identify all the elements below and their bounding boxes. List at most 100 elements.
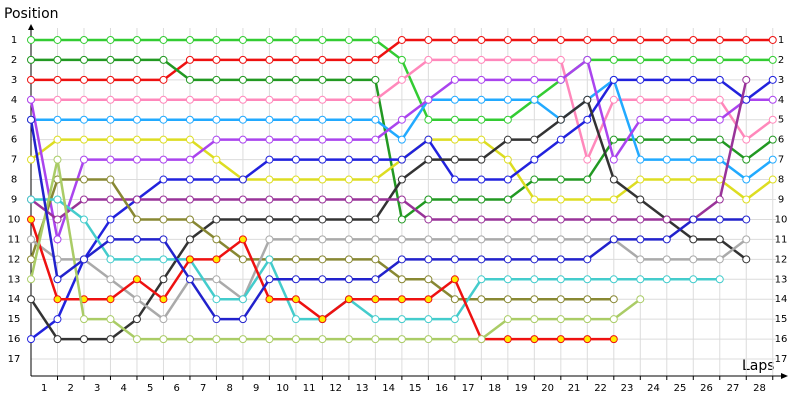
lap-marker <box>768 155 777 164</box>
y-tick-label-right: 8 <box>778 175 784 186</box>
lap-marker <box>583 235 592 244</box>
lap-marker <box>318 255 327 264</box>
lap-marker <box>689 75 698 84</box>
lap-marker <box>344 155 353 164</box>
lap-marker <box>715 155 724 164</box>
lap-marker <box>556 195 565 204</box>
lap-marker <box>477 215 486 224</box>
lap-marker <box>291 235 300 244</box>
series-line <box>30 238 748 321</box>
lap-marker <box>424 95 433 104</box>
lap-marker <box>742 135 751 144</box>
lap-marker <box>583 335 592 344</box>
lap-marker <box>185 175 194 184</box>
lap-marker <box>318 55 327 64</box>
lap-marker <box>689 155 698 164</box>
lap-marker <box>238 255 247 264</box>
y-tick-label-right: 15 <box>775 314 788 325</box>
lap-marker <box>742 175 751 184</box>
lap-marker <box>318 195 327 204</box>
lap-marker <box>159 195 168 204</box>
lap-marker <box>583 35 592 44</box>
lap-marker <box>291 275 300 284</box>
y-tick-label: 3 <box>11 75 17 86</box>
lap-marker <box>715 35 724 44</box>
lap-marker <box>79 195 88 204</box>
lap-marker <box>106 335 115 344</box>
lap-marker <box>636 195 645 204</box>
lap-marker <box>530 235 539 244</box>
lap-marker <box>132 255 141 264</box>
lap-marker <box>530 55 539 64</box>
lap-marker <box>159 335 168 344</box>
lap-marker <box>291 175 300 184</box>
x-arrow <box>781 373 788 379</box>
lap-marker <box>662 115 671 124</box>
lap-marker <box>371 335 380 344</box>
lap-marker <box>636 55 645 64</box>
lap-marker <box>318 175 327 184</box>
lap-marker <box>636 35 645 44</box>
lap-marker <box>583 295 592 304</box>
lap-marker <box>450 275 459 284</box>
y-tick-label-right: 14 <box>775 294 788 305</box>
x-axis-label: Laps <box>742 358 775 374</box>
lap-marker <box>344 55 353 64</box>
lap-marker <box>609 155 618 164</box>
y-tick-label: 6 <box>11 135 17 146</box>
lap-marker <box>609 75 618 84</box>
lap-marker <box>344 295 353 304</box>
lap-marker <box>477 235 486 244</box>
lap-marker <box>344 255 353 264</box>
y-tick-label-right: 10 <box>775 214 788 225</box>
lap-marker <box>742 215 751 224</box>
lap-marker <box>662 55 671 64</box>
lap-marker <box>185 75 194 84</box>
lap-marker <box>583 175 592 184</box>
lap-marker <box>53 275 62 284</box>
x-tick-label: 21 <box>568 383 581 394</box>
lap-marker <box>132 135 141 144</box>
lap-marker <box>132 115 141 124</box>
plot <box>27 35 777 344</box>
lap-marker <box>556 255 565 264</box>
lap-marker <box>715 115 724 124</box>
lap-marker <box>583 275 592 284</box>
lap-marker <box>27 115 35 124</box>
lap-marker <box>450 155 459 164</box>
lap-marker <box>185 115 194 124</box>
lap-marker <box>689 95 698 104</box>
lap-marker <box>397 255 406 264</box>
lap-marker <box>159 155 168 164</box>
lap-marker <box>662 75 671 84</box>
lap-marker <box>344 235 353 244</box>
lap-marker <box>132 315 141 324</box>
lap-marker <box>265 335 274 344</box>
lap-marker <box>397 235 406 244</box>
lap-marker <box>53 335 62 344</box>
lap-marker <box>344 135 353 144</box>
lap-marker <box>450 95 459 104</box>
lap-marker <box>79 315 88 324</box>
lap-marker <box>265 275 274 284</box>
lap-marker <box>53 95 62 104</box>
lap-marker <box>583 115 592 124</box>
y-tick-label: 4 <box>11 95 17 106</box>
lap-marker <box>424 115 433 124</box>
lap-marker <box>212 335 221 344</box>
lap-marker <box>503 235 512 244</box>
lap-marker <box>53 75 62 84</box>
lap-marker <box>689 115 698 124</box>
y-tick-label-right: 13 <box>775 274 788 285</box>
lap-marker <box>450 335 459 344</box>
lap-marker <box>344 215 353 224</box>
lap-marker <box>185 235 194 244</box>
lap-marker <box>291 295 300 304</box>
lap-marker <box>53 315 62 324</box>
lap-marker <box>185 155 194 164</box>
lap-marker <box>185 95 194 104</box>
lap-marker <box>185 135 194 144</box>
lap-marker <box>53 35 62 44</box>
lap-marker <box>27 35 35 44</box>
x-tick-label: 1 <box>41 383 47 394</box>
